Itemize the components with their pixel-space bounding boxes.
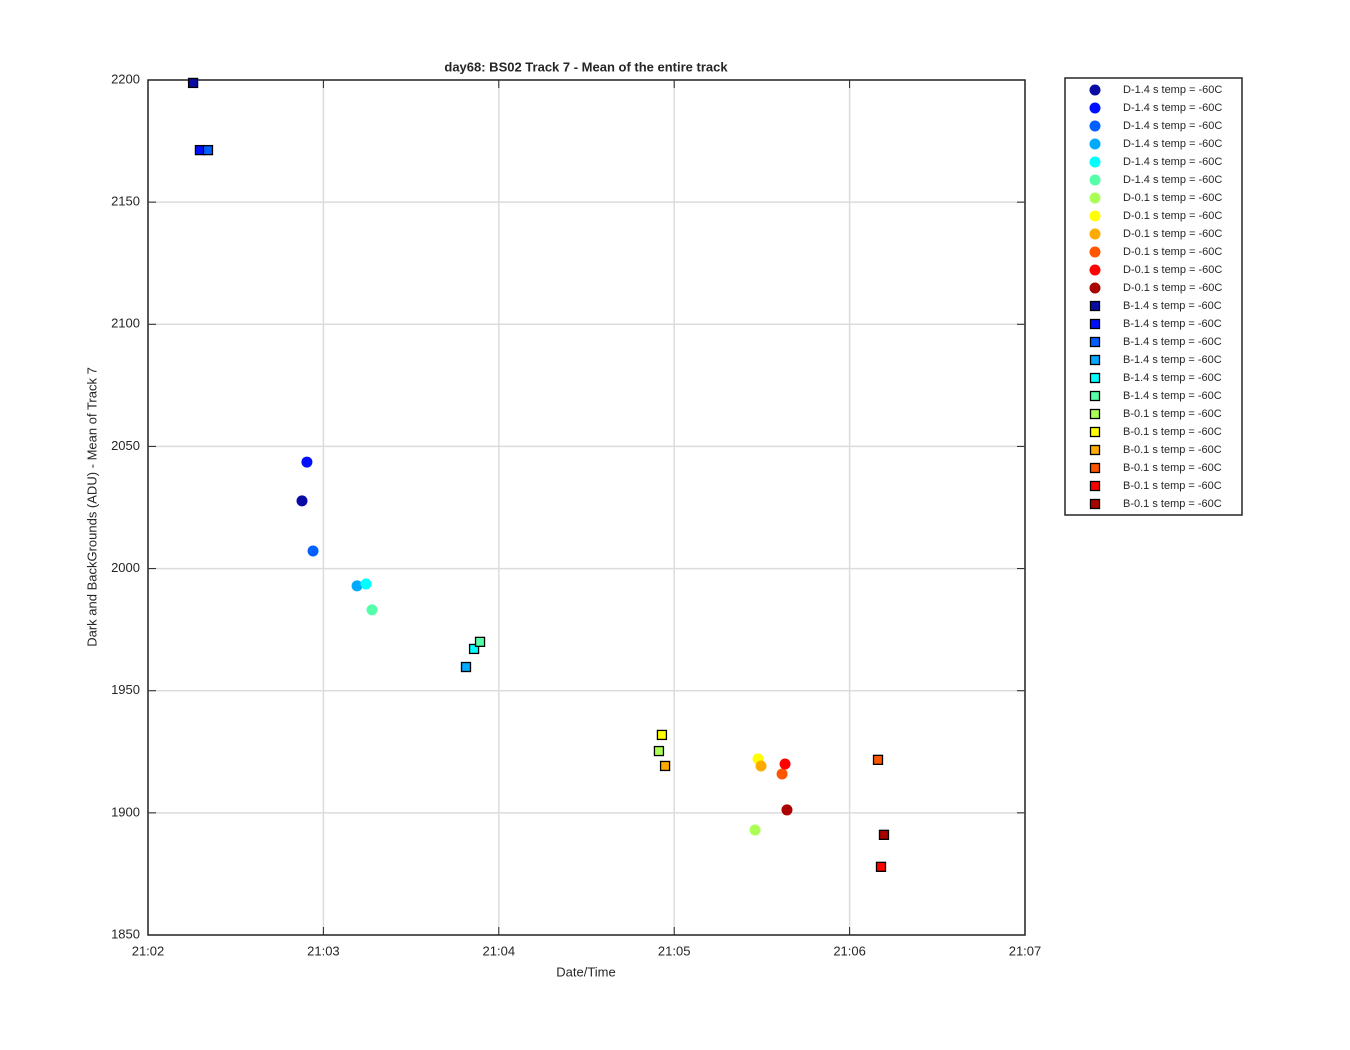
- marker: [187, 77, 199, 89]
- y-tick-label: 2150: [111, 194, 140, 209]
- marker: [1089, 336, 1101, 348]
- legend-label: D-1.4 s temp = -60C: [1123, 120, 1222, 132]
- marker: [1089, 264, 1101, 276]
- legend-label: D-1.4 s temp = -60C: [1123, 84, 1222, 96]
- marker: [1089, 228, 1101, 240]
- marker: [202, 144, 214, 156]
- marker: [776, 768, 788, 780]
- marker: [360, 578, 372, 590]
- legend-label: B-0.1 s temp = -60C: [1123, 444, 1222, 456]
- marker: [301, 456, 313, 468]
- marker: [366, 604, 378, 616]
- marker: [1089, 444, 1101, 456]
- y-tick-label: 1900: [111, 804, 140, 819]
- marker: [781, 804, 793, 816]
- legend-label: D-1.4 s temp = -60C: [1123, 102, 1222, 114]
- legend-label: B-0.1 s temp = -60C: [1123, 426, 1222, 438]
- marker: [1089, 138, 1101, 150]
- x-tick-label: 21:07: [1009, 943, 1042, 958]
- chart-title: day68: BS02 Track 7 - Mean of the entire…: [444, 59, 728, 74]
- marker: [1089, 408, 1101, 420]
- legend-box: [1064, 77, 1243, 516]
- marker: [749, 824, 761, 836]
- marker: [1089, 192, 1101, 204]
- x-tick-label: 21:03: [307, 943, 340, 958]
- legend-label: D-0.1 s temp = -60C: [1123, 282, 1222, 294]
- marker: [1089, 282, 1101, 294]
- marker: [1089, 246, 1101, 258]
- marker: [1089, 462, 1101, 474]
- legend-label: B-0.1 s temp = -60C: [1123, 498, 1222, 510]
- legend-label: D-1.4 s temp = -60C: [1123, 156, 1222, 168]
- legend-label: D-0.1 s temp = -60C: [1123, 192, 1222, 204]
- marker: [296, 495, 308, 507]
- y-axis-label: Dark and BackGrounds (ADU) - Mean of Tra…: [84, 367, 99, 647]
- legend-label: B-0.1 s temp = -60C: [1123, 408, 1222, 420]
- axes-box: [147, 79, 1026, 936]
- legend-label: B-1.4 s temp = -60C: [1123, 300, 1222, 312]
- marker: [656, 729, 668, 741]
- plot-area: [148, 80, 1025, 935]
- marker: [653, 745, 665, 757]
- marker: [1089, 210, 1101, 222]
- legend-label: B-1.4 s temp = -60C: [1123, 390, 1222, 402]
- y-tick-label: 2200: [111, 71, 140, 86]
- legend-label: B-1.4 s temp = -60C: [1123, 354, 1222, 366]
- marker: [474, 636, 486, 648]
- legend-label: D-1.4 s temp = -60C: [1123, 174, 1222, 186]
- marker: [1089, 372, 1101, 384]
- y-tick-label: 1850: [111, 926, 140, 941]
- y-tick-label: 1950: [111, 682, 140, 697]
- marker: [1089, 102, 1101, 114]
- marker: [1089, 84, 1101, 96]
- marker: [1089, 120, 1101, 132]
- y-tick-label: 2100: [111, 316, 140, 331]
- legend-label: B-1.4 s temp = -60C: [1123, 318, 1222, 330]
- marker: [1089, 174, 1101, 186]
- marker: [1089, 354, 1101, 366]
- marker: [460, 661, 472, 673]
- marker: [878, 829, 890, 840]
- legend-label: D-0.1 s temp = -60C: [1123, 210, 1222, 222]
- x-axis-label: Date/Time: [556, 964, 615, 979]
- legend-label: D-1.4 s temp = -60C: [1123, 138, 1222, 150]
- legend-label: B-1.4 s temp = -60C: [1123, 372, 1222, 384]
- marker: [1089, 156, 1101, 168]
- x-tick-label: 21:02: [132, 943, 165, 958]
- x-tick-label: 21:06: [833, 943, 866, 958]
- legend-label: B-0.1 s temp = -60C: [1123, 462, 1222, 474]
- legend-label: D-0.1 s temp = -60C: [1123, 228, 1222, 240]
- marker: [468, 643, 480, 655]
- legend: D-1.4 s temp = -60C D-1.4 s temp = -60C D-…: [1064, 77, 1243, 516]
- marker: [351, 580, 363, 592]
- marker: [875, 861, 887, 872]
- marker: [1089, 318, 1101, 330]
- legend-label: B-1.4 s temp = -60C: [1123, 336, 1222, 348]
- x-tick-label: 21:04: [483, 943, 516, 958]
- marker: [1089, 498, 1101, 510]
- marker: [872, 754, 884, 765]
- marker: [1089, 300, 1101, 312]
- marker: [1089, 480, 1101, 492]
- y-tick-label: 2000: [111, 560, 140, 575]
- marker: [659, 760, 671, 772]
- marker: [1089, 426, 1101, 438]
- marker: [1089, 390, 1101, 402]
- legend-label: B-0.1 s temp = -60C: [1123, 480, 1222, 492]
- y-tick-label: 2050: [111, 438, 140, 453]
- marker: [779, 758, 791, 770]
- legend-label: D-0.1 s temp = -60C: [1123, 264, 1222, 276]
- x-tick-label: 21:05: [658, 943, 691, 958]
- marker: [755, 760, 767, 772]
- marker: [307, 545, 319, 557]
- legend-label: D-0.1 s temp = -60C: [1123, 246, 1222, 258]
